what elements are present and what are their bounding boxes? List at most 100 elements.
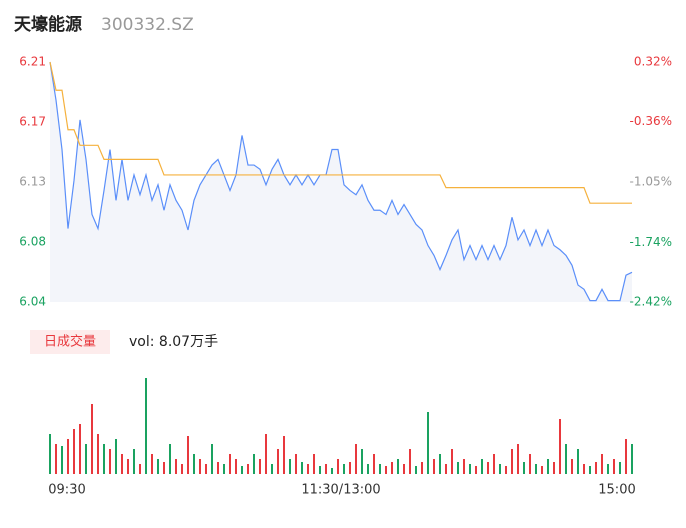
- y-tick-label: 6.21: [19, 55, 46, 69]
- volume-bar: [163, 462, 165, 474]
- volume-bar: [529, 454, 531, 474]
- volume-bar: [265, 434, 267, 474]
- volume-bar: [157, 459, 159, 474]
- volume-bar: [295, 454, 297, 474]
- volume-bar: [343, 464, 345, 474]
- price-line: [49, 61, 633, 302]
- volume-bar: [577, 449, 579, 474]
- volume-bar: [535, 464, 537, 474]
- volume-bar: [559, 419, 561, 474]
- volume-bar: [103, 444, 105, 474]
- volume-bar: [475, 466, 477, 474]
- volume-bar: [205, 464, 207, 474]
- volume-bar: [457, 462, 459, 474]
- volume-bar: [229, 454, 231, 474]
- volume-bar: [433, 459, 435, 474]
- volume-bar: [49, 434, 51, 474]
- volume-bar: [325, 464, 327, 474]
- y2-tick-label: -0.36%: [630, 114, 672, 128]
- volume-bar: [595, 462, 597, 474]
- volume-bar: [211, 444, 213, 474]
- x-tick-label: 09:30: [48, 483, 85, 498]
- volume-bar: [313, 454, 315, 474]
- volume-bar: [133, 449, 135, 474]
- volume-bar: [487, 462, 489, 474]
- volume-bar: [541, 466, 543, 474]
- y-tick-label: 6.04: [19, 295, 46, 309]
- volume-bar: [73, 429, 75, 474]
- volume-bar: [499, 464, 501, 474]
- volume-bar: [415, 466, 417, 474]
- volume-bar: [397, 459, 399, 474]
- volume-bar: [271, 464, 273, 474]
- volume-bar: [469, 464, 471, 474]
- volume-bar: [301, 462, 303, 474]
- volume-bar: [481, 459, 483, 474]
- x-tick-label: 11:30/13:00: [301, 483, 380, 498]
- volume-bar: [607, 464, 609, 474]
- volume-bar: [565, 444, 567, 474]
- volume-bar: [403, 464, 405, 474]
- volume-bar: [523, 462, 525, 474]
- volume-bar: [139, 464, 141, 474]
- average-line: [49, 61, 632, 204]
- volume-bar: [445, 464, 447, 474]
- volume-bar: [625, 439, 627, 474]
- volume-bar: [379, 464, 381, 474]
- volume-bar: [277, 449, 279, 474]
- volume-bar: [97, 434, 99, 474]
- volume-bar: [421, 462, 423, 474]
- volume-bar: [115, 439, 117, 474]
- y2-tick-label: -2.42%: [630, 295, 672, 309]
- volume-bar: [337, 459, 339, 474]
- volume-bar: [613, 459, 615, 474]
- volume-bar: [571, 459, 573, 474]
- volume-bar: [253, 454, 255, 474]
- volume-bar: [127, 459, 129, 474]
- volume-bar: [169, 444, 171, 474]
- volume-bar: [217, 462, 219, 474]
- volume-bar: [385, 466, 387, 474]
- volume-bar: [583, 464, 585, 474]
- volume-bar: [463, 459, 465, 474]
- volume-bar: [199, 459, 201, 474]
- volume-bar: [361, 449, 363, 474]
- y2-tick-label: 0.32%: [634, 55, 672, 69]
- volume-bar: [121, 454, 123, 474]
- volume-bar: [409, 449, 411, 474]
- volume-bar: [511, 449, 513, 474]
- volume-bar: [145, 378, 147, 474]
- volume-bar: [175, 459, 177, 474]
- volume-bar: [235, 459, 237, 474]
- volume-label: vol: 8.07万手: [129, 334, 218, 350]
- volume-bar: [307, 464, 309, 474]
- volume-tag: 日成交量: [44, 334, 96, 350]
- volume-bar: [331, 468, 333, 474]
- volume-bar: [601, 454, 603, 474]
- volume-bar: [193, 454, 195, 474]
- y-tick-label: 6.08: [19, 235, 46, 249]
- volume-bar: [85, 444, 87, 474]
- volume-bar: [283, 436, 285, 474]
- volume-bar: [241, 466, 243, 474]
- y2-tick-label: -1.74%: [630, 235, 672, 249]
- volume-tag-bg: [30, 330, 110, 354]
- volume-bar: [373, 454, 375, 474]
- volume-bar: [319, 466, 321, 474]
- volume-bar: [553, 462, 555, 474]
- volume-bar: [259, 459, 261, 474]
- volume-bar: [439, 454, 441, 474]
- volume-bar: [631, 444, 633, 474]
- volume-bar: [55, 444, 57, 474]
- volume-bar: [289, 459, 291, 474]
- volume-bar: [589, 466, 591, 474]
- volume-bar: [109, 449, 111, 474]
- volume-bar: [505, 466, 507, 474]
- volume-bar: [79, 424, 81, 474]
- volume-bar: [427, 412, 429, 474]
- y-tick-label: 6.13: [19, 175, 46, 189]
- volume-bar: [451, 449, 453, 474]
- volume-bar: [517, 444, 519, 474]
- volume-bar: [223, 464, 225, 474]
